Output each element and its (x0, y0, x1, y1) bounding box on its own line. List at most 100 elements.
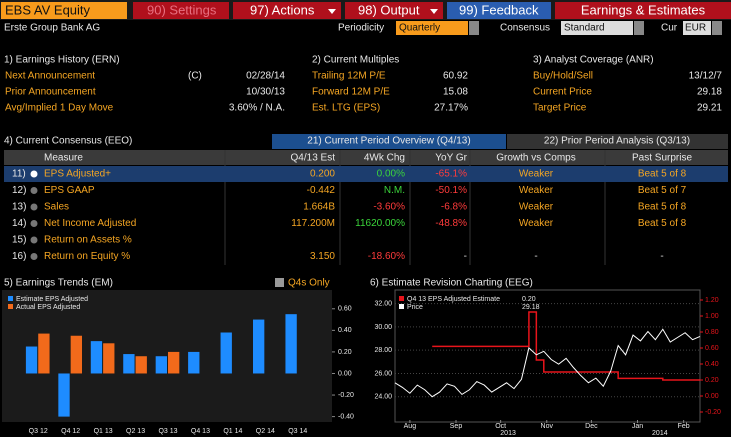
y-tick-label: 26.00 (374, 370, 392, 377)
table-cell: 1.664B (303, 202, 335, 213)
table-cell: 3.150 (310, 251, 335, 262)
function-title: Earnings & Estimates (581, 2, 706, 17)
x-tick-label: Oct (495, 423, 506, 430)
consensus-value: Standard (564, 23, 605, 34)
section-title: 4) Current Consensus (EEO) (4, 136, 132, 147)
tab-active[interactable] (272, 134, 506, 149)
legend-swatch (399, 304, 404, 309)
legend-swatch (8, 296, 13, 301)
section-title: 3) Analyst Coverage (ANR) (533, 55, 654, 66)
consensus-label: Consensus (500, 23, 550, 34)
actions-button[interactable] (233, 2, 341, 19)
feedback-button[interactable] (447, 2, 551, 19)
table-cell: 11620.00% (355, 218, 405, 229)
year-label: 2013 (500, 430, 516, 437)
table-cell: 0.00% (377, 169, 405, 180)
row-number: 15) (12, 235, 26, 246)
column-header: 4Wk Chg (364, 153, 405, 164)
periodicity-label: Periodicity (338, 23, 384, 34)
legend-swatch (8, 304, 13, 309)
row-number: 14) (12, 218, 26, 229)
selected-row (4, 166, 728, 182)
y2-tick-label: 0.80 (705, 329, 719, 336)
table-cell: Beat 5 of 8 (638, 218, 687, 229)
legend-label: Price (407, 304, 423, 311)
output-button[interactable] (345, 2, 443, 19)
currency-select[interactable] (683, 21, 711, 35)
section-title: 1) Earnings History (ERN) (4, 55, 120, 66)
y-tick-label: 0.40 (338, 327, 352, 334)
radio-button (30, 253, 38, 260)
settings-button[interactable] (133, 2, 229, 19)
table-cell: Beat 5 of 8 (638, 169, 687, 180)
x-tick-label: Jan (632, 423, 643, 430)
column-header: Past Surprise (632, 153, 692, 164)
table-cell: -50.1% (435, 185, 467, 196)
y2-tick-label: 1.00 (705, 313, 719, 320)
section-title: 5) Earnings Trends (EM) (4, 278, 113, 289)
y-tick-label: 0.60 (338, 306, 352, 313)
x-tick-label: Q1 14 (223, 428, 242, 435)
y-tick-label: 28.00 (374, 347, 392, 354)
bar (220, 332, 232, 374)
table-cell: Return on Equity % (44, 251, 130, 262)
table-cell: Weaker (519, 185, 554, 196)
field-value: 10/30/13 (246, 87, 285, 98)
x-tick-label: Sep (450, 423, 463, 430)
legend-value: 29.18 (522, 304, 540, 311)
bar (253, 319, 265, 374)
table-cell: N.M. (384, 185, 405, 196)
y-tick-label: 30.00 (374, 324, 392, 331)
field-value: 29.18 (697, 87, 722, 98)
row-number: 11) (12, 169, 26, 180)
table-cell: Weaker (519, 218, 554, 229)
column-header: Measure (44, 153, 83, 164)
x-tick-label: Q4 12 (61, 428, 80, 435)
dropdown-arrow (328, 9, 336, 14)
ticker-box[interactable] (1, 2, 127, 19)
x-tick-label: Nov (541, 423, 554, 430)
row-number: 12) (12, 185, 26, 196)
tab[interactable] (507, 134, 728, 149)
bar (70, 335, 82, 374)
year-label: 2014 (652, 430, 668, 437)
table-cell: -6.8% (441, 202, 467, 213)
bar (38, 333, 50, 374)
radio-button (30, 187, 38, 194)
series-line (432, 311, 700, 381)
function-title-box (555, 2, 731, 19)
column-header: Growth vs Comps (496, 153, 575, 164)
y2-tick-label: 0.40 (705, 361, 719, 368)
button-label: 99) Feedback (459, 2, 539, 17)
table-cell: - (660, 251, 663, 262)
bar (25, 346, 38, 374)
consensus-select[interactable] (561, 21, 633, 35)
periodicity-select[interactable] (396, 21, 468, 35)
x-tick-label: Q3 13 (158, 428, 177, 435)
series-line (394, 328, 701, 398)
x-tick-label: Dec (585, 423, 598, 430)
y-tick-label: -0.40 (338, 413, 354, 420)
field-label: Buy/Hold/Sell (533, 71, 593, 82)
table-header (4, 150, 728, 165)
y2-tick-label: 0.20 (705, 377, 719, 384)
checkbox[interactable] (275, 278, 284, 287)
table-cell: EPS Adjusted+ (44, 169, 111, 180)
field-label: Avg/Implied 1 Day Move (5, 103, 114, 114)
x-tick-label: Feb (678, 423, 690, 430)
bar (285, 314, 297, 374)
field-label: Target Price (533, 103, 587, 114)
dropdown-arrow (430, 9, 438, 14)
y2-tick-label: 1.20 (705, 297, 719, 304)
table-cell: -0.442 (307, 185, 336, 196)
radio-button (30, 170, 38, 178)
radio-button (30, 236, 38, 244)
bar (188, 351, 200, 374)
y2-tick-label: 0.00 (705, 393, 719, 400)
table-cell: - (534, 251, 537, 262)
legend-label: Q4 13 EPS Adjusted Estimate (407, 296, 500, 303)
bar (123, 354, 135, 374)
section-title: 6) Estimate Revision Charting (EEG) (370, 278, 533, 289)
